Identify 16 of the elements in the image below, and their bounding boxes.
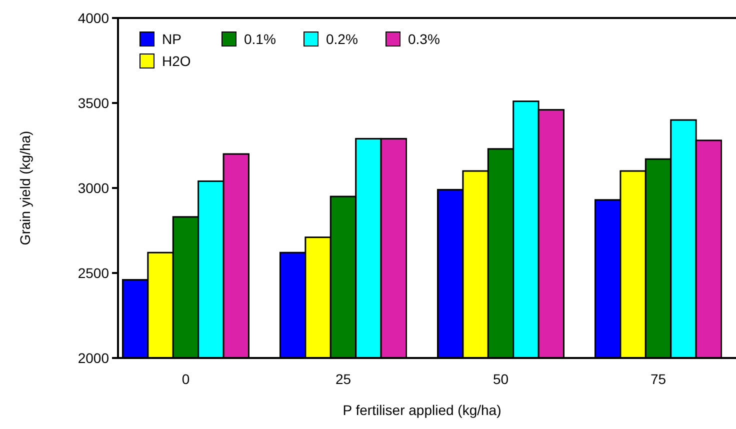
y-tick-label: 4000: [78, 10, 110, 26]
y-axis-title: Grain yield (kg/ha): [17, 130, 33, 246]
y-tick-label: 2000: [78, 350, 110, 366]
y-tick-label: 2500: [78, 264, 110, 281]
y-tick-label: 3500: [78, 94, 110, 111]
legend-label: 0.3%: [408, 31, 440, 47]
legend-label: NP: [162, 31, 182, 47]
legend-label: H2O: [162, 53, 191, 69]
x-tick-label: 75: [650, 371, 666, 387]
legend-label: 0.1%: [244, 31, 276, 47]
x-tick-label: 25: [335, 371, 352, 387]
legend-label: 0.2%: [326, 31, 358, 47]
x-tick-label: 0: [182, 371, 190, 387]
x-tick-label: 50: [492, 371, 509, 387]
x-axis-title: P fertiliser applied (kg/ha): [342, 402, 502, 418]
y-tick-label: 3000: [78, 180, 110, 196]
